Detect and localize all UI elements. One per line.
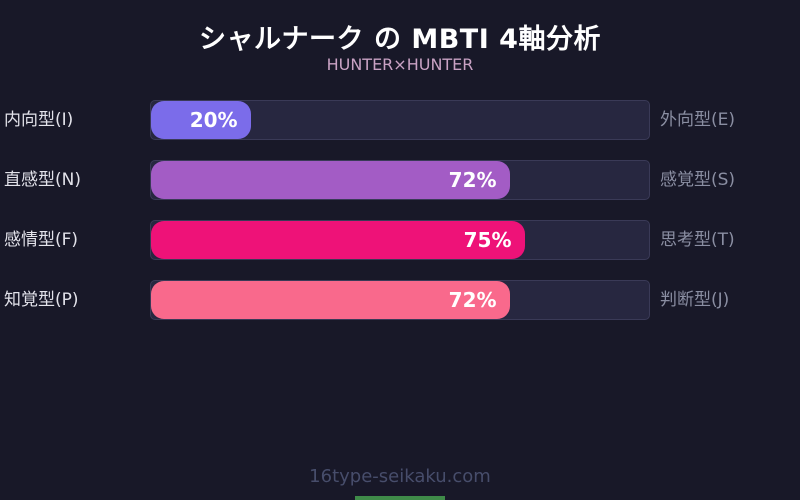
bar-left-label: 感情型(F) xyxy=(4,230,79,250)
bar-left-label: 直感型(N) xyxy=(4,170,81,190)
chart-subtitle: HUNTER×HUNTER xyxy=(326,55,474,74)
bar-value-label: 75% xyxy=(463,228,512,252)
bottom-accent-bar xyxy=(355,496,445,500)
bar-fill: 72% xyxy=(151,281,510,319)
bar-value-label: 72% xyxy=(448,168,497,192)
chart-title: シャルナーク の MBTI 4軸分析 xyxy=(199,24,601,55)
bar-right-label: 外向型(E) xyxy=(660,110,736,130)
bar-value-label: 72% xyxy=(448,288,497,312)
bar-right-label: 感覚型(S) xyxy=(660,170,736,190)
bar-row: 感情型(F) 75% 思考型(T) xyxy=(0,220,800,260)
bar-right-label: 判断型(J) xyxy=(660,290,730,310)
bar-right-label: 思考型(T) xyxy=(660,230,735,250)
bar-track: 20% xyxy=(150,100,650,140)
bar-left-label: 内向型(I) xyxy=(4,110,74,130)
bar-row: 内向型(I) 20% 外向型(E) xyxy=(0,100,800,140)
footer-watermark: 16type-seikaku.com xyxy=(309,466,491,487)
bar-value-label: 20% xyxy=(189,108,238,132)
bar-fill: 72% xyxy=(151,161,510,199)
bar-chart: 内向型(I) 20% 外向型(E) 直感型(N) 72% 感覚型(S) 感情型(… xyxy=(0,100,800,340)
bar-row: 直感型(N) 72% 感覚型(S) xyxy=(0,160,800,200)
bar-track: 75% xyxy=(150,220,650,260)
bar-track: 72% xyxy=(150,280,650,320)
bar-fill: 75% xyxy=(151,221,525,259)
bar-row: 知覚型(P) 72% 判断型(J) xyxy=(0,280,800,320)
bar-track: 72% xyxy=(150,160,650,200)
bar-left-label: 知覚型(P) xyxy=(4,290,79,310)
bar-fill: 20% xyxy=(151,101,251,139)
